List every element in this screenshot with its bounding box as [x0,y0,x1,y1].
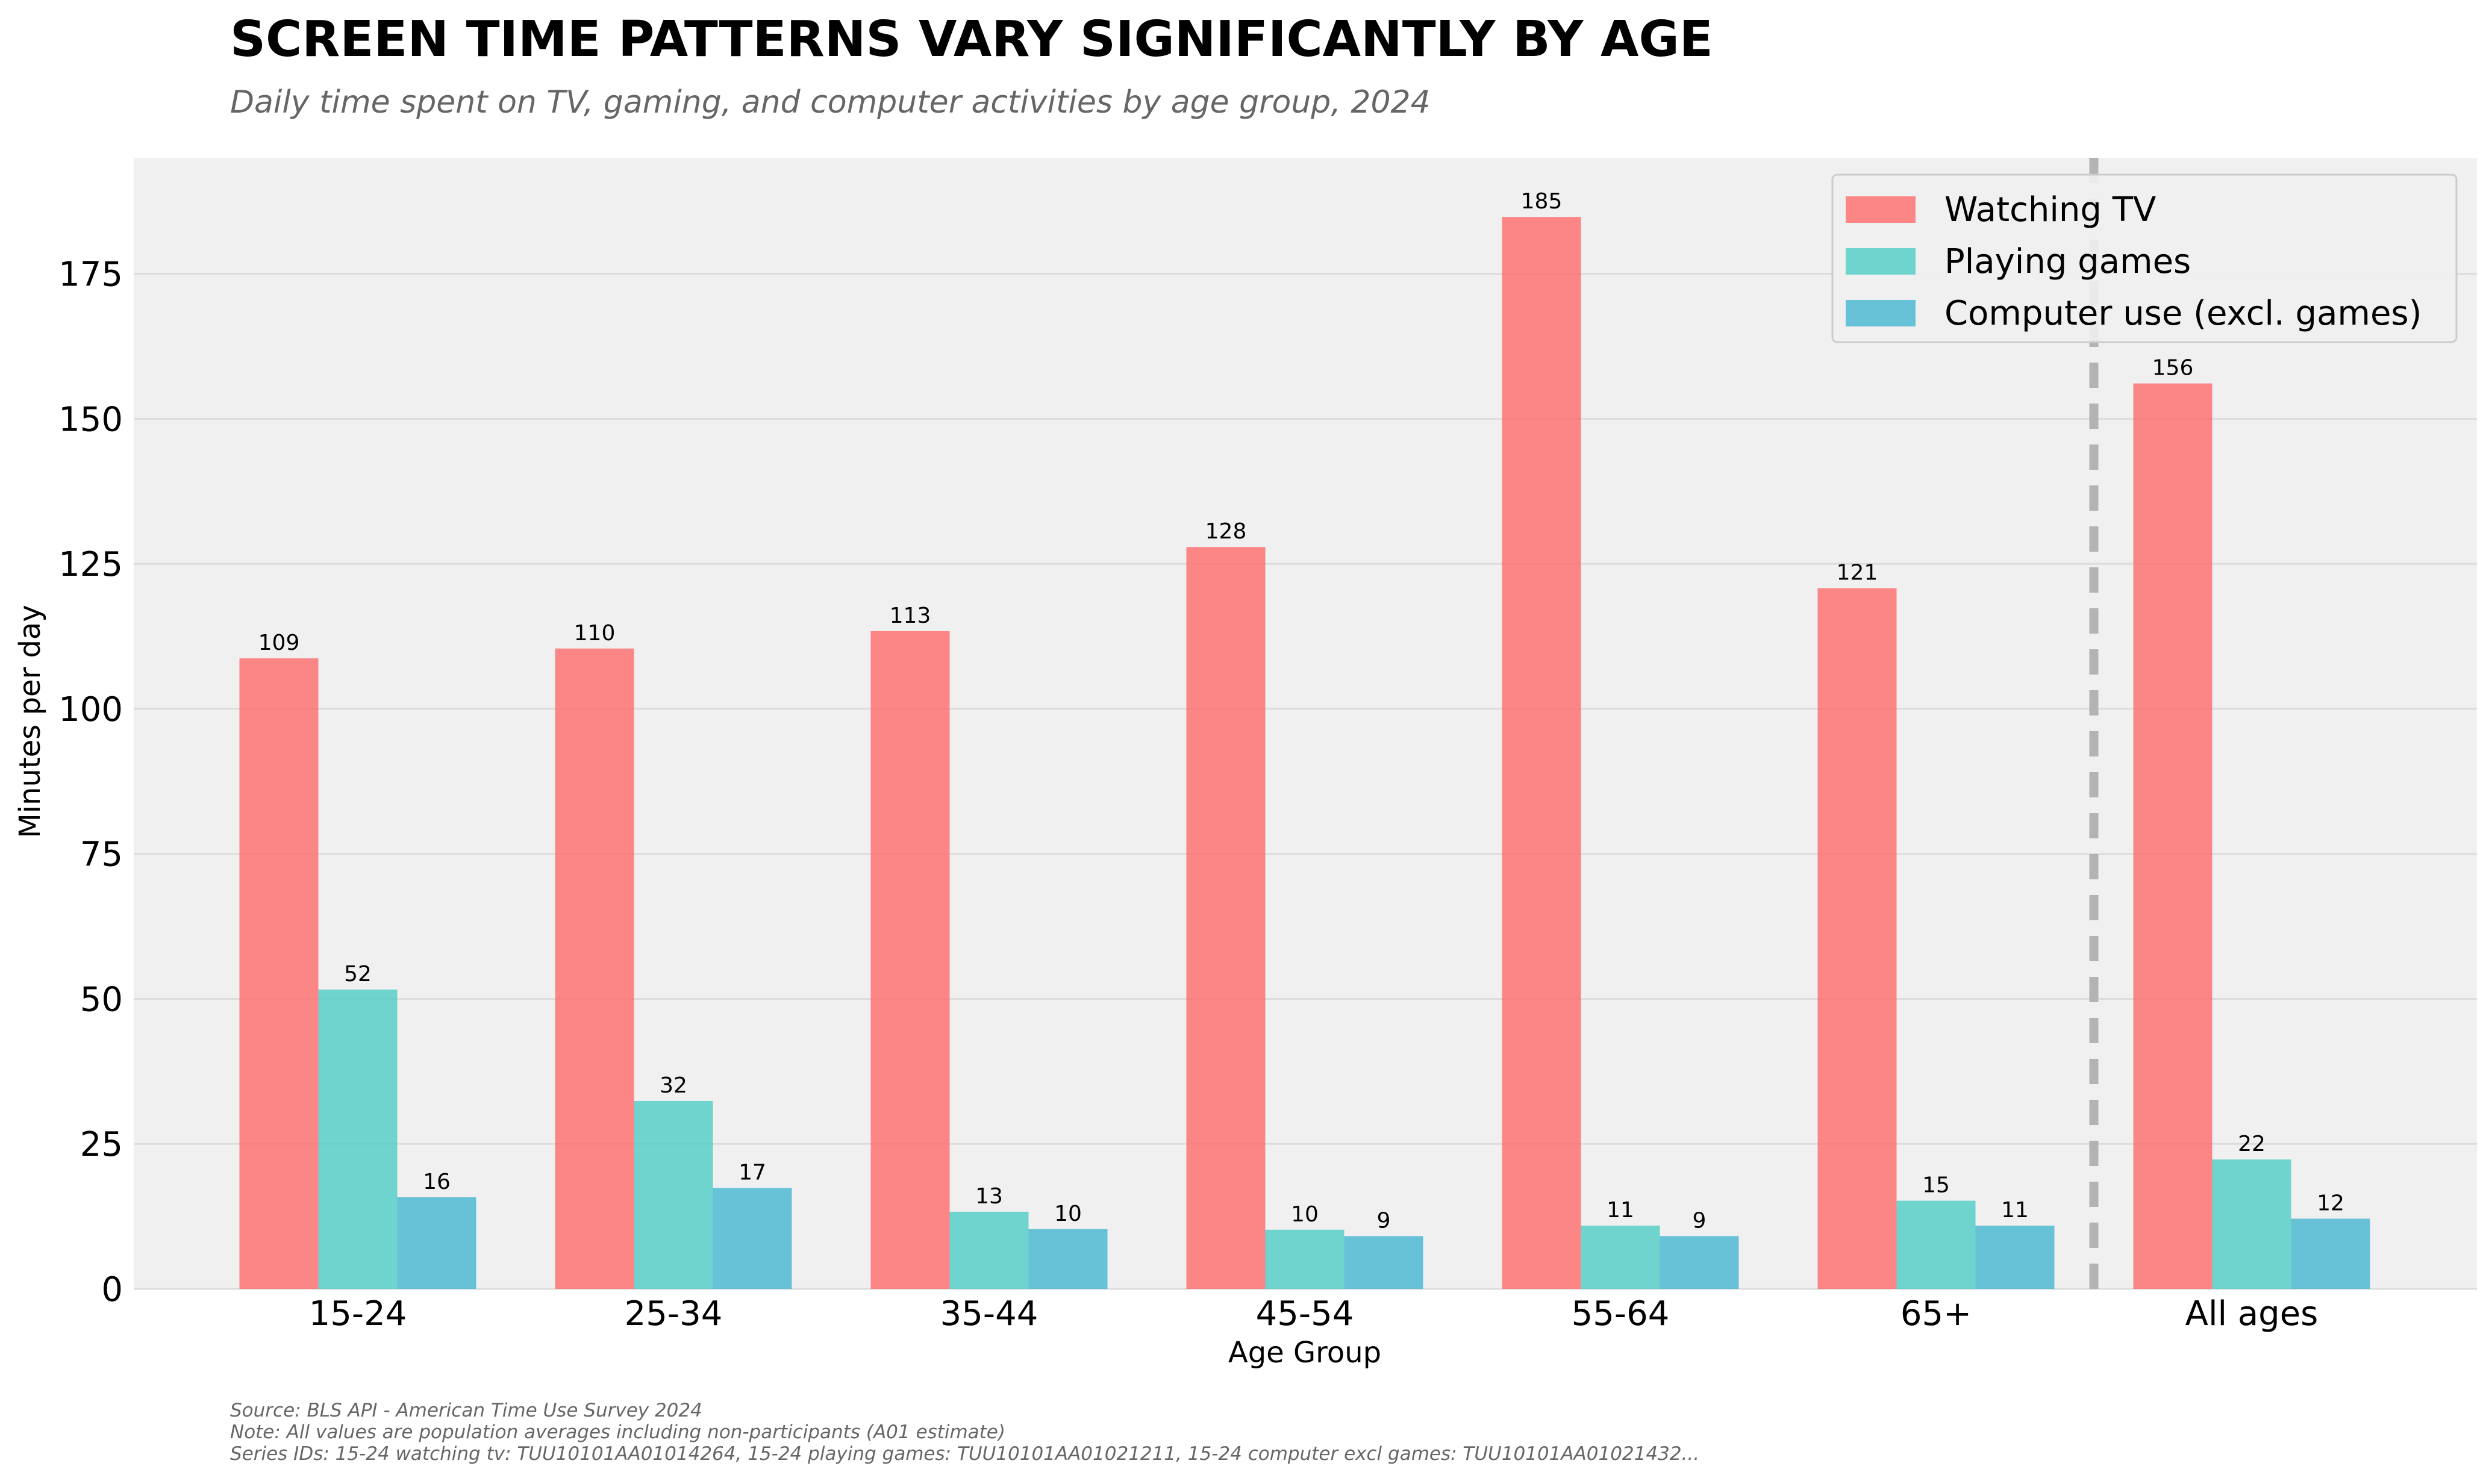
bar-computer-use-excl-games [397,1197,476,1289]
bar-value-label: 32 [660,1073,687,1098]
bar-value-label: 9 [1693,1208,1707,1233]
bar-value-label: 121 [1837,561,1878,585]
chart-subtitle: Daily time spent on TV, gaming, and comp… [230,84,1431,120]
bar-value-label: 15 [1922,1173,1950,1198]
bar-value-label: 12 [2317,1191,2344,1215]
bar-value-label: 16 [423,1170,451,1194]
bar-playing-games [2212,1159,2291,1289]
bar-watching-tv [1817,588,1897,1289]
y-tick-label: 50 [80,980,123,1019]
bar-value-label: 128 [1205,519,1247,544]
bar-watching-tv [1186,547,1266,1289]
bar-watching-tv [870,631,950,1289]
y-tick-label: 150 [58,400,123,439]
plot-area [134,158,2477,1289]
bar-playing-games [1896,1200,1976,1289]
y-tick-label: 100 [58,690,123,729]
bar-watching-tv [239,658,319,1289]
bar-value-label: 22 [2238,1132,2266,1156]
legend-label: Computer use (excl. games) [1944,294,2422,333]
x-tick-label: All ages [2185,1294,2319,1333]
bar-value-label: 17 [739,1160,766,1185]
legend-label: Playing games [1944,242,2191,281]
bar-playing-games [1265,1229,1345,1289]
x-tick-label: 65+ [1900,1294,1972,1333]
bar-playing-games [1581,1226,1660,1289]
legend-swatch [1846,196,1916,223]
bar-value-label: 110 [574,621,616,646]
bar-value-label: 13 [975,1184,1003,1209]
bar-value-label: 11 [1607,1198,1634,1223]
bar-playing-games [318,990,398,1289]
bar-watching-tv [1502,217,1581,1289]
y-axis-title: Minutes per day [13,605,47,838]
bar-computer-use-excl-games [1660,1236,1739,1289]
bar-watching-tv [555,648,634,1289]
chart-title: SCREEN TIME PATTERNS VARY SIGNIFICANTLY … [230,11,1713,68]
bar-value-label: 185 [1521,189,1563,214]
footnote-source: Source: BLS API - American Time Use Surv… [230,1400,702,1421]
x-tick-label: 55-64 [1572,1294,1670,1333]
legend-box [1831,173,2458,343]
bar-value-label: 10 [1054,1202,1082,1226]
x-tick-label: 45-54 [1256,1294,1354,1333]
x-tick-label: 35-44 [940,1294,1038,1333]
legend-label: Watching TV [1944,190,2156,229]
x-axis-title: Age Group [1228,1336,1381,1370]
x-tick-label: 25-34 [625,1294,723,1333]
bar-value-label: 156 [2152,356,2194,381]
bar-computer-use-excl-games [1344,1236,1423,1289]
bar-value-label: 52 [344,962,372,987]
footnote-note: Note: All values are population averages… [230,1421,1005,1443]
bar-playing-games [634,1100,713,1289]
bar-playing-games [949,1211,1029,1289]
bar-computer-use-excl-games [2291,1218,2370,1289]
bar-computer-use-excl-games [1028,1229,1108,1289]
bar-value-label: 10 [1291,1202,1319,1227]
legend-swatch [1846,248,1916,275]
bar-value-label: 113 [890,603,931,628]
y-tick-label: 0 [101,1270,123,1309]
y-tick-label: 125 [58,545,123,584]
y-tick-label: 75 [80,835,123,874]
footnote-series-ids: Series IDs: 15-24 watching tv: TUU10101A… [230,1443,1700,1465]
legend-swatch [1846,300,1916,326]
bar-value-label: 11 [2001,1198,2029,1223]
bar-computer-use-excl-games [713,1188,792,1289]
x-tick-label: 15-24 [309,1294,407,1333]
bar-value-label: 9 [1377,1208,1391,1233]
bar-computer-use-excl-games [1975,1226,2055,1289]
y-tick-label: 175 [58,255,123,295]
bar-value-label: 109 [258,631,300,655]
y-tick-label: 25 [80,1125,123,1164]
bar-watching-tv [2133,383,2213,1289]
